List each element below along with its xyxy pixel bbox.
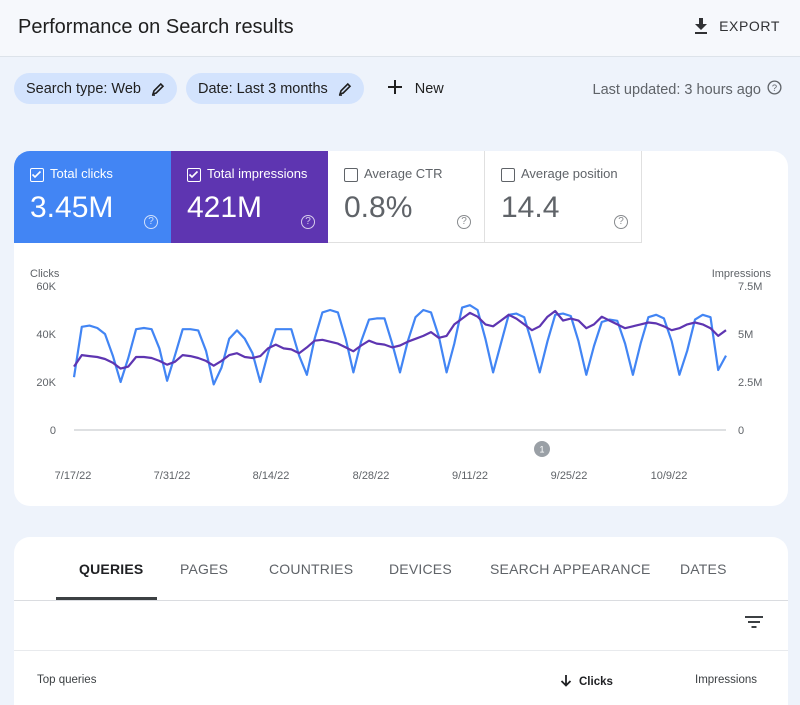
help-icon[interactable]: ?	[301, 215, 315, 229]
edit-icon	[338, 82, 352, 96]
date-label: Date: Last 3 months	[198, 80, 328, 97]
checkbox-checked-icon[interactable]	[30, 168, 44, 182]
x-axis-tick-label: 9/25/22	[551, 470, 588, 482]
metric-total-impressions[interactable]: Total impressions 421M ?	[171, 151, 328, 243]
divider	[14, 650, 788, 651]
details-card: QUERIES PAGES COUNTRIES DEVICES SEARCH A…	[14, 537, 788, 705]
metric-value: 3.45M	[30, 191, 114, 224]
metric-value: 14.4	[501, 191, 560, 224]
column-header-clicks[interactable]: Clicks	[560, 674, 613, 690]
metric-label: Total clicks	[50, 166, 113, 181]
x-axis-tick-label: 8/28/22	[353, 470, 390, 482]
new-filter-label: New	[414, 80, 444, 97]
impressions-series-line[interactable]	[73, 309, 727, 370]
tab-dates[interactable]: DATES	[680, 561, 727, 577]
x-axis-tick-label: 8/14/22	[253, 470, 290, 482]
right-axis-tick-label: 0	[738, 425, 744, 437]
filter-list-icon[interactable]	[744, 615, 764, 634]
performance-chart[interactable]: Clicks Impressions 0 20K 40K 60K 0 2.5M 5M 7.5M 7/…	[14, 257, 788, 497]
checkbox-checked-icon[interactable]	[187, 168, 201, 182]
column-header-clicks-label: Clicks	[579, 676, 613, 688]
performance-card: Total clicks 3.45M ? Total impressions 4…	[14, 151, 788, 506]
metric-label: Total impressions	[207, 166, 308, 181]
new-filter-button[interactable]: New	[379, 73, 452, 104]
x-axis-tick-label: 7/31/22	[154, 470, 191, 482]
plus-icon	[387, 79, 403, 99]
last-updated: Last updated: 3 hours ago ?	[593, 80, 783, 99]
tab-countries[interactable]: COUNTRIES	[269, 561, 354, 577]
left-axis-tick-label: 40K	[36, 329, 56, 341]
metric-value: 0.8%	[344, 191, 413, 224]
export-label: EXPORT	[719, 18, 780, 34]
edit-icon	[151, 82, 165, 96]
page-title: Performance on Search results	[18, 16, 294, 38]
left-axis-title: Clicks	[30, 268, 60, 280]
left-axis-tick-label: 20K	[36, 377, 56, 389]
search-type-label: Search type: Web	[26, 80, 141, 97]
right-axis-tick-label: 7.5M	[738, 281, 762, 293]
left-axis-tick-label: 0	[50, 425, 56, 437]
help-icon[interactable]: ?	[144, 215, 158, 229]
help-icon[interactable]: ?	[767, 80, 782, 99]
annotation-label: 1	[539, 445, 544, 455]
help-icon[interactable]: ?	[457, 215, 471, 229]
search-type-chip[interactable]: Search type: Web	[14, 73, 177, 104]
right-axis-title: Impressions	[712, 268, 772, 280]
last-updated-text: Last updated: 3 hours ago	[592, 81, 762, 98]
metric-average-ctr[interactable]: Average CTR 0.8% ?	[328, 151, 485, 243]
tab-queries[interactable]: QUERIES	[79, 561, 144, 577]
clicks-series-line[interactable]	[72, 304, 727, 386]
tab-search-appearance[interactable]: SEARCH APPEARANCE	[490, 561, 651, 577]
date-chip[interactable]: Date: Last 3 months	[186, 73, 364, 104]
right-axis-tick-label: 2.5M	[738, 377, 762, 389]
x-axis-tick-label: 7/17/22	[55, 470, 92, 482]
checkbox-unchecked-icon[interactable]	[501, 168, 515, 182]
arrow-down-icon	[560, 674, 572, 690]
metric-label: Average CTR	[364, 166, 443, 181]
checkbox-unchecked-icon[interactable]	[344, 168, 358, 182]
metric-total-clicks[interactable]: Total clicks 3.45M ?	[14, 151, 171, 243]
metric-value: 421M	[187, 191, 263, 224]
active-tab-indicator	[56, 597, 157, 600]
right-axis-tick-label: 5M	[738, 329, 753, 341]
metric-average-position[interactable]: Average position 14.4 ?	[485, 151, 642, 243]
tab-devices[interactable]: DEVICES	[389, 561, 452, 577]
filter-bar: Search type: Web Date: Last 3 months New	[14, 73, 452, 104]
tab-pages[interactable]: PAGES	[180, 561, 229, 577]
download-icon	[693, 17, 709, 35]
column-header-queries: Top queries	[37, 674, 97, 686]
x-axis-tick-label: 10/9/22	[651, 470, 688, 482]
metric-tiles: Total clicks 3.45M ? Total impressions 4…	[14, 151, 642, 243]
help-icon[interactable]: ?	[614, 215, 628, 229]
metric-label: Average position	[521, 166, 618, 181]
left-axis-tick-label: 60K	[36, 281, 56, 293]
export-button[interactable]: EXPORT	[693, 17, 780, 35]
annotation-marker[interactable]	[534, 441, 550, 457]
x-axis-tick-label: 9/11/22	[452, 470, 488, 482]
tab-bar: QUERIES PAGES COUNTRIES DEVICES SEARCH A…	[14, 537, 788, 601]
svg-text:?: ?	[772, 83, 777, 93]
page-header: Performance on Search results EXPORT	[0, 0, 800, 57]
column-header-impressions[interactable]: Impressions	[695, 674, 757, 686]
